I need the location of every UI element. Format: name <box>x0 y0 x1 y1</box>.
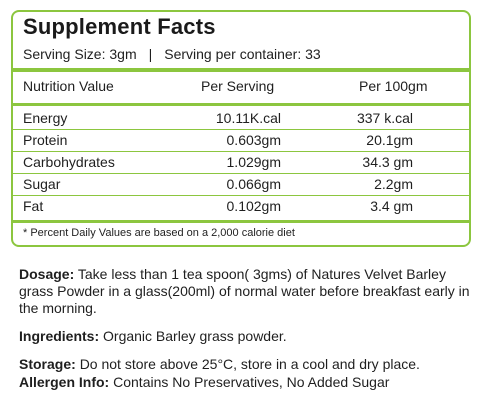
servings-per-container: Serving per container: 33 <box>164 46 321 62</box>
serving-separator: | <box>148 46 153 62</box>
column-header-per-serving: Per Serving <box>201 78 275 94</box>
ingredients-label: Ingredients: <box>19 328 100 344</box>
dosage-paragraph: Dosage: Take less than 1 tea spoon( 3gms… <box>19 266 479 317</box>
dosage-label: Dosage: <box>19 266 75 282</box>
facts-title: Supplement Facts <box>23 14 216 39</box>
per-100gm-value: 20.1gm <box>366 132 413 148</box>
nutrient-name: Fat <box>23 198 44 214</box>
storage-label: Storage: <box>19 356 76 372</box>
per-100gm-value: 337 k.cal <box>356 110 413 126</box>
footer-divider <box>13 220 469 223</box>
per-serving-value: 10.11K.cal <box>215 110 281 126</box>
nutrient-name: Sugar <box>23 176 61 192</box>
per-100gm-value: 2.2gm <box>374 176 413 192</box>
supplement-facts-panel: Supplement Facts Serving Size: 3gm | Servi… <box>11 10 471 247</box>
serving-info: Serving Size: 3gm | Serving per container:… <box>23 46 321 62</box>
per-serving-value: 1.029gm <box>226 154 281 170</box>
table-row: Carbohydrates 1.029gm 34.3 gm <box>13 151 469 173</box>
allergen-text: Contains No Preservatives, No Added Suga… <box>113 374 390 390</box>
per-serving-value: 0.603gm <box>226 132 281 148</box>
storage-paragraph: Storage: Do not store above 25°C, store … <box>19 356 479 373</box>
allergen-paragraph: Allergen Info: Contains No Preservatives… <box>19 374 479 391</box>
serving-size: Serving Size: 3gm <box>23 46 137 62</box>
per-100gm-value: 3.4 gm <box>370 198 413 214</box>
header-divider <box>13 68 469 72</box>
row-divider <box>13 129 469 130</box>
per-serving-value: 0.102gm <box>226 198 281 214</box>
dosage-text: Take less than 1 tea spoon( 3gms) of Nat… <box>19 266 470 316</box>
row-divider <box>13 173 469 174</box>
table-row: Energy 10.11K.cal 337 k.cal <box>13 107 469 129</box>
storage-text: Do not store above 25°C, store in a cool… <box>79 356 420 372</box>
per-100gm-value: 34.3 gm <box>362 154 413 170</box>
nutrient-name: Protein <box>23 132 68 148</box>
table-header-divider <box>13 103 469 106</box>
per-serving-value: 0.066gm <box>226 176 281 192</box>
row-divider <box>13 151 469 152</box>
column-header-nutrition: Nutrition Value <box>23 78 114 94</box>
nutrient-name: Energy <box>23 110 68 126</box>
table-row: Sugar 0.066gm 2.2gm <box>13 173 469 195</box>
ingredients-paragraph: Ingredients: Organic Barley grass powder… <box>19 328 479 345</box>
nutrient-name: Carbohydrates <box>23 154 115 170</box>
allergen-label: Allergen Info: <box>19 374 110 390</box>
row-divider <box>13 195 469 196</box>
table-row: Fat 0.102gm 3.4 gm <box>13 195 469 217</box>
table-row: Protein 0.603gm 20.1gm <box>13 129 469 151</box>
column-header-per-100gm: Per 100gm <box>359 78 428 94</box>
ingredients-text: Organic Barley grass powder. <box>103 328 287 344</box>
daily-values-footnote: * Percent Daily Values are based on a 2,… <box>23 227 295 239</box>
